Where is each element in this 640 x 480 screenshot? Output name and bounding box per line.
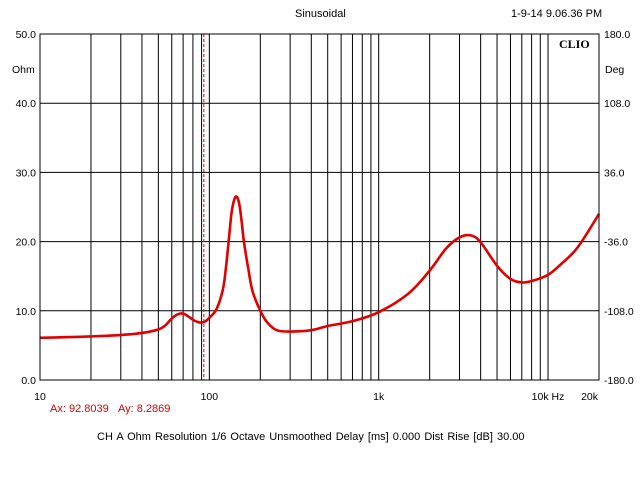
- grid-lines: [40, 34, 599, 380]
- x-tick-label: 1k: [373, 391, 385, 403]
- plot-frame: [39, 33, 600, 381]
- x-axis-labels: 10 100 1k 10k Hz 20k: [34, 391, 599, 403]
- y2-tick-label: 36.0: [604, 167, 625, 179]
- x-tick-label: 10: [34, 391, 46, 403]
- plot-background: [40, 34, 599, 380]
- y2-tick-label: -180.0: [604, 375, 634, 387]
- y-tick-label: 10.0: [16, 306, 37, 318]
- y-tick-label: 20.0: [16, 237, 37, 249]
- x-tick-label: 10k Hz: [532, 391, 565, 403]
- measurement-mode: Sinusoidal: [295, 8, 346, 20]
- left-unit-label: Ohm: [12, 64, 35, 76]
- x-tick-label: 20k: [581, 391, 599, 403]
- y-tick-label: 40.0: [16, 98, 37, 110]
- y-tick-label: 50.0: [16, 29, 37, 41]
- timestamp: 1-9-14 9.06.36 PM: [511, 8, 603, 20]
- right-unit-label: Deg: [605, 64, 624, 76]
- y-tick-label: 30.0: [16, 167, 37, 179]
- cursor-ax-readout: Ax: 92.8039: [50, 403, 109, 415]
- y2-tick-label: 108.0: [604, 98, 630, 110]
- y-tick-label: 0.0: [21, 375, 36, 387]
- y2-tick-label: -108.0: [604, 306, 634, 318]
- y2-tick-label: 180.0: [604, 29, 630, 41]
- y2-tick-label: -36.0: [604, 237, 628, 249]
- clio-logo: CLIO: [557, 37, 592, 52]
- impedance-curve: [39, 195, 601, 340]
- right-axis-labels: -180.0 -108.0 -36.0 36.0 108.0 180.0: [604, 29, 634, 387]
- left-axis-labels: 0.0 10.0 20.0 30.0 40.0 50.0: [16, 29, 37, 387]
- cursor-ay-readout: Ay: 8.2869: [118, 403, 171, 415]
- status-footer: CH A Ohm Resolution 1/6 Octave Unsmoothe…: [97, 431, 525, 443]
- x-tick-label: 100: [201, 391, 219, 403]
